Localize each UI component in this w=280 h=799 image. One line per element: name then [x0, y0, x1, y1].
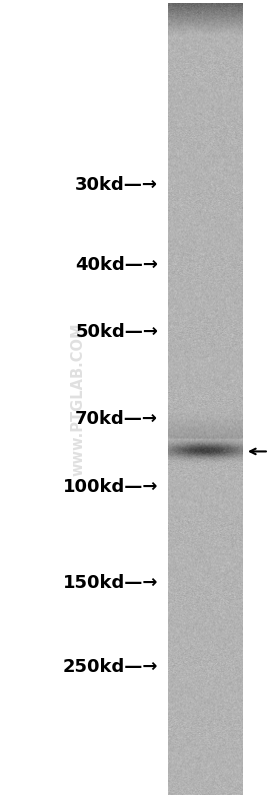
Text: 30kd—→: 30kd—→: [75, 177, 158, 194]
Text: 150kd—→: 150kd—→: [63, 574, 158, 592]
Text: 250kd—→: 250kd—→: [63, 658, 158, 676]
Text: www.PTGLAB.COM: www.PTGLAB.COM: [71, 323, 86, 476]
Text: 50kd—→: 50kd—→: [75, 323, 158, 340]
Text: 100kd—→: 100kd—→: [63, 479, 158, 496]
Text: 40kd—→: 40kd—→: [75, 256, 158, 274]
Text: 70kd—→: 70kd—→: [75, 411, 158, 428]
